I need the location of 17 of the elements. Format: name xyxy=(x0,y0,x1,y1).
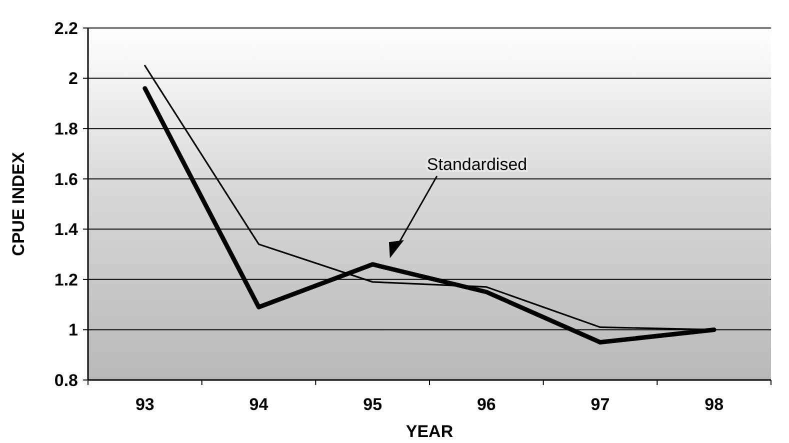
y-tick-label: 0.8 xyxy=(54,370,78,390)
y-tick-label: 1 xyxy=(68,320,78,340)
y-tick-label: 1.8 xyxy=(54,120,78,139)
x-tick-label: 94 xyxy=(249,395,269,414)
x-tick-label: 98 xyxy=(704,395,724,414)
y-tick-label: 2 xyxy=(68,69,78,88)
y-axis-title: CPUE INDEX xyxy=(9,151,28,256)
y-tick-label: 1.6 xyxy=(54,170,78,189)
y-tick-label: 2.2 xyxy=(54,18,78,38)
x-tick-label: 96 xyxy=(476,395,496,414)
y-tick-label: 1.4 xyxy=(54,220,79,240)
x-tick-label: 95 xyxy=(363,395,382,414)
x-tick-label: 97 xyxy=(590,395,610,414)
y-tick-label: 1.2 xyxy=(54,270,78,290)
annotation: Standardised xyxy=(426,155,528,174)
x-axis-title: YEAR xyxy=(406,422,454,441)
x-tick-label: 93 xyxy=(135,395,154,414)
